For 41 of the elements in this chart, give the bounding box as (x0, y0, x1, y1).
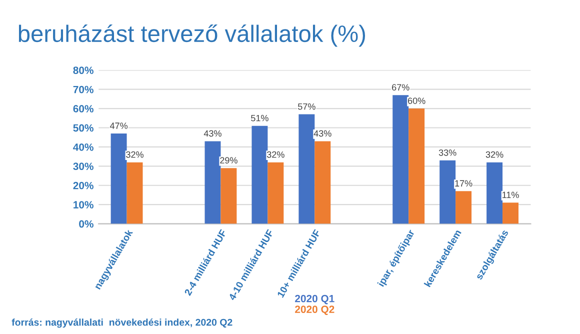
bar (252, 126, 268, 224)
data-label: 32% (266, 151, 284, 158)
data-label: 43% (314, 130, 332, 137)
data-label: 47% (110, 122, 128, 129)
bar (204, 141, 221, 224)
data-label: 29% (220, 157, 238, 164)
bar (126, 162, 143, 224)
bar (486, 162, 503, 224)
data-label: 11% (502, 192, 519, 198)
y-tick-label: 20% (73, 182, 94, 190)
y-tick-label: 80% (73, 66, 94, 74)
data-label: 51% (251, 114, 268, 122)
data-label: 17% (455, 180, 472, 187)
data-label: 67% (392, 84, 410, 91)
data-label: 32% (126, 151, 144, 158)
y-tick-label: 10% (74, 201, 94, 208)
y-tick-label: 60% (73, 105, 94, 112)
y-tick-label: 0% (79, 220, 94, 228)
bar (408, 108, 425, 224)
text: 2020 Q2 (295, 306, 334, 315)
y-tick-label: 50% (73, 124, 94, 132)
text: 2020 Q1 (295, 294, 334, 304)
chart-title: beruházást tervező vállalatok (%) (18, 24, 366, 47)
text: forrás: nagyvállalati növekedési index, 2020 Q2 (12, 318, 232, 328)
data-label: 57% (298, 103, 316, 110)
data-label: 60% (408, 98, 426, 104)
bar (220, 168, 237, 224)
bar (502, 202, 518, 224)
data-label: 43% (204, 130, 222, 137)
bar (440, 160, 456, 224)
bar (392, 95, 409, 224)
y-tick-label: 70% (73, 86, 94, 94)
bar (268, 162, 284, 224)
bar (314, 141, 331, 224)
y-tick-label: 40% (73, 143, 94, 151)
bar (298, 114, 315, 224)
bar (456, 191, 472, 224)
y-tick-label: 30% (73, 162, 94, 170)
data-label: 32% (486, 151, 504, 158)
bar (110, 134, 127, 224)
data-label: 33% (438, 149, 456, 156)
